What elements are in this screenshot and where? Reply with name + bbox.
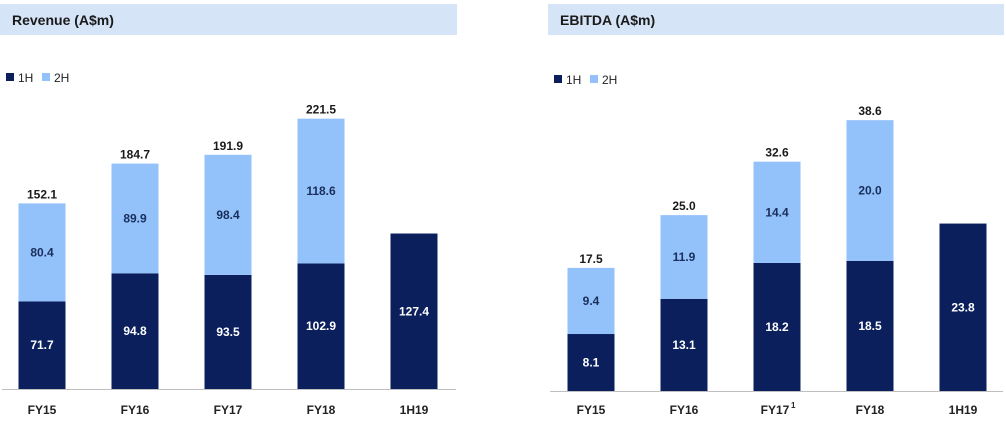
legend-label-2h: 2H bbox=[602, 73, 617, 87]
bar-1h-value-label: 93.5 bbox=[216, 325, 240, 339]
category-label: FY17 bbox=[214, 403, 243, 417]
bar-1h-value-label: 18.2 bbox=[765, 320, 789, 334]
bar-1h-value-label: 127.4 bbox=[399, 304, 429, 318]
revenue-chart-header: Revenue (A$m) bbox=[0, 4, 457, 35]
bar-1h bbox=[660, 298, 708, 391]
category-label: FY18 bbox=[307, 403, 336, 417]
ebitda-chart-header: EBITDA (A$m) bbox=[548, 4, 1004, 35]
bar-total-label: 25.0 bbox=[672, 199, 696, 213]
legend-swatch-1h bbox=[6, 73, 14, 81]
category-label: FY16 bbox=[670, 403, 699, 417]
bar-1h bbox=[111, 273, 159, 389]
bar-1h bbox=[390, 233, 438, 389]
bar-2h-value-label: 14.4 bbox=[765, 205, 789, 219]
bar-2h-value-label: 20.0 bbox=[858, 183, 882, 197]
bar-1h-value-label: 23.8 bbox=[951, 300, 975, 314]
bar-2h bbox=[753, 161, 801, 263]
category-label: FY17 bbox=[761, 403, 790, 417]
category-label: FY15 bbox=[577, 403, 606, 417]
bar-total-label: 38.6 bbox=[858, 104, 882, 118]
bar-2h bbox=[18, 203, 66, 302]
bar-2h-value-label: 89.9 bbox=[123, 211, 147, 225]
bar-2h-value-label: 9.4 bbox=[583, 294, 600, 308]
bar-2h bbox=[204, 154, 252, 275]
bar-2h bbox=[846, 120, 894, 261]
category-label: 1H19 bbox=[400, 403, 429, 417]
category-footnote-marker: 1 bbox=[791, 401, 796, 410]
legend-label-2h: 2H bbox=[54, 71, 69, 85]
category-label: FY15 bbox=[28, 403, 57, 417]
bar-1h bbox=[204, 274, 252, 389]
bar-2h bbox=[297, 118, 345, 264]
bar-2h bbox=[660, 215, 708, 299]
revenue-chart-title: Revenue (A$m) bbox=[12, 12, 114, 28]
ebitda-chart-panel: EBITDA (A$m) 1H 2H 8.1 9.4 17.5 FY15 13.1 11.9 2… bbox=[548, 0, 1006, 423]
bar-total-label: 32.6 bbox=[765, 146, 789, 160]
bar-2h-value-label: 98.4 bbox=[216, 208, 240, 222]
legend-swatch-1h bbox=[554, 75, 562, 83]
bar-total-label: 184.7 bbox=[120, 148, 150, 162]
bar-2h-value-label: 118.6 bbox=[306, 184, 336, 198]
bar-1h bbox=[297, 263, 345, 389]
category-label: FY16 bbox=[121, 403, 150, 417]
legend-swatch-2h bbox=[590, 75, 598, 83]
bar-1h bbox=[18, 301, 66, 389]
bar-1h-value-label: 94.8 bbox=[123, 324, 147, 338]
bar-1h bbox=[846, 260, 894, 391]
legend-label-1h: 1H bbox=[566, 73, 581, 87]
bar-1h bbox=[939, 223, 987, 391]
revenue-bar-chart: 1H 2H 71.7 80.4 152.1 FY15 94.8 89.9 184.7 FY16 93… bbox=[2, 71, 456, 417]
bar-2h-value-label: 11.9 bbox=[673, 250, 696, 264]
revenue-chart-panel: Revenue (A$m) 1H 2H 71.7 80.4 152.1 FY15 94.8 8… bbox=[0, 0, 460, 423]
ebitda-bar-chart: 1H 2H 8.1 9.4 17.5 FY15 13.1 11.9 25.0 FY16 18.2 14… bbox=[550, 73, 1003, 417]
bar-1h bbox=[567, 334, 615, 391]
bar-1h-value-label: 71.7 bbox=[30, 338, 54, 352]
bar-1h bbox=[753, 262, 801, 391]
bar-1h-value-label: 102.9 bbox=[306, 319, 336, 333]
bar-1h-value-label: 13.1 bbox=[672, 338, 696, 352]
category-label: 1H19 bbox=[949, 403, 978, 417]
bar-2h bbox=[567, 267, 615, 335]
bar-2h bbox=[111, 163, 159, 274]
bar-1h-value-label: 8.1 bbox=[583, 356, 600, 370]
ebitda-chart-title: EBITDA (A$m) bbox=[560, 12, 656, 28]
bar-1h-value-label: 18.5 bbox=[858, 319, 882, 333]
legend-label-1h: 1H bbox=[18, 71, 33, 85]
bar-2h-value-label: 80.4 bbox=[30, 245, 54, 259]
bar-total-label: 191.9 bbox=[213, 139, 243, 153]
bar-total-label: 221.5 bbox=[306, 103, 336, 117]
bar-total-label: 17.5 bbox=[579, 252, 603, 266]
category-label: FY18 bbox=[856, 403, 885, 417]
bar-total-label: 152.1 bbox=[27, 187, 57, 201]
legend-swatch-2h bbox=[42, 73, 50, 81]
